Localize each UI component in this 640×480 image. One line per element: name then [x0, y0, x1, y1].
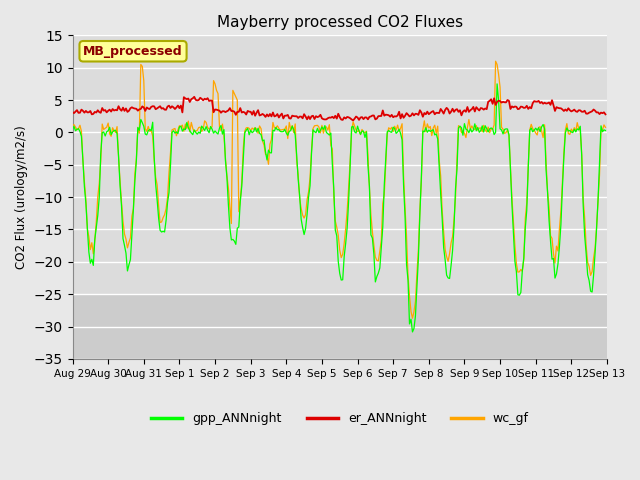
Bar [72, 294, 607, 359]
er_ANNnight [68, 109, 76, 115]
gpp_ANNnight [301, 226, 309, 231]
Line: gpp_ANNnight: gpp_ANNnight [72, 84, 605, 332]
wc_gf [492, 59, 499, 64]
gpp_ANNnight [228, 237, 236, 243]
wc_gf [254, 131, 262, 136]
Bar [72, 36, 607, 294]
er_ANNnight [229, 108, 237, 114]
er_ANNnight [247, 109, 255, 115]
wc_gf [134, 125, 141, 131]
er_ANNnight [575, 108, 582, 113]
er_ANNnight [349, 118, 357, 123]
wc_gf [228, 221, 236, 227]
er_ANNnight [134, 108, 141, 114]
Y-axis label: CO2 Flux (urology/m2/s): CO2 Flux (urology/m2/s) [15, 125, 28, 269]
gpp_ANNnight [254, 125, 262, 131]
wc_gf [602, 124, 609, 130]
wc_gf [575, 126, 582, 132]
gpp_ANNnight [575, 127, 582, 133]
wc_gf [408, 315, 416, 321]
er_ANNnight [602, 111, 609, 117]
er_ANNnight [191, 94, 198, 100]
er_ANNnight [256, 113, 264, 119]
wc_gf [301, 212, 309, 217]
gpp_ANNnight [245, 132, 253, 138]
Text: MB_processed: MB_processed [83, 45, 183, 58]
gpp_ANNnight [68, 126, 76, 132]
gpp_ANNnight [602, 128, 609, 133]
Legend: gpp_ANNnight, er_ANNnight, wc_gf: gpp_ANNnight, er_ANNnight, wc_gf [146, 407, 534, 430]
Line: wc_gf: wc_gf [72, 61, 605, 318]
gpp_ANNnight [134, 124, 141, 130]
gpp_ANNnight [408, 329, 416, 335]
wc_gf [245, 125, 253, 131]
er_ANNnight [303, 117, 311, 122]
gpp_ANNnight [493, 81, 501, 87]
Line: er_ANNnight: er_ANNnight [72, 97, 605, 120]
wc_gf [68, 122, 76, 128]
Title: Mayberry processed CO2 Fluxes: Mayberry processed CO2 Fluxes [217, 15, 463, 30]
